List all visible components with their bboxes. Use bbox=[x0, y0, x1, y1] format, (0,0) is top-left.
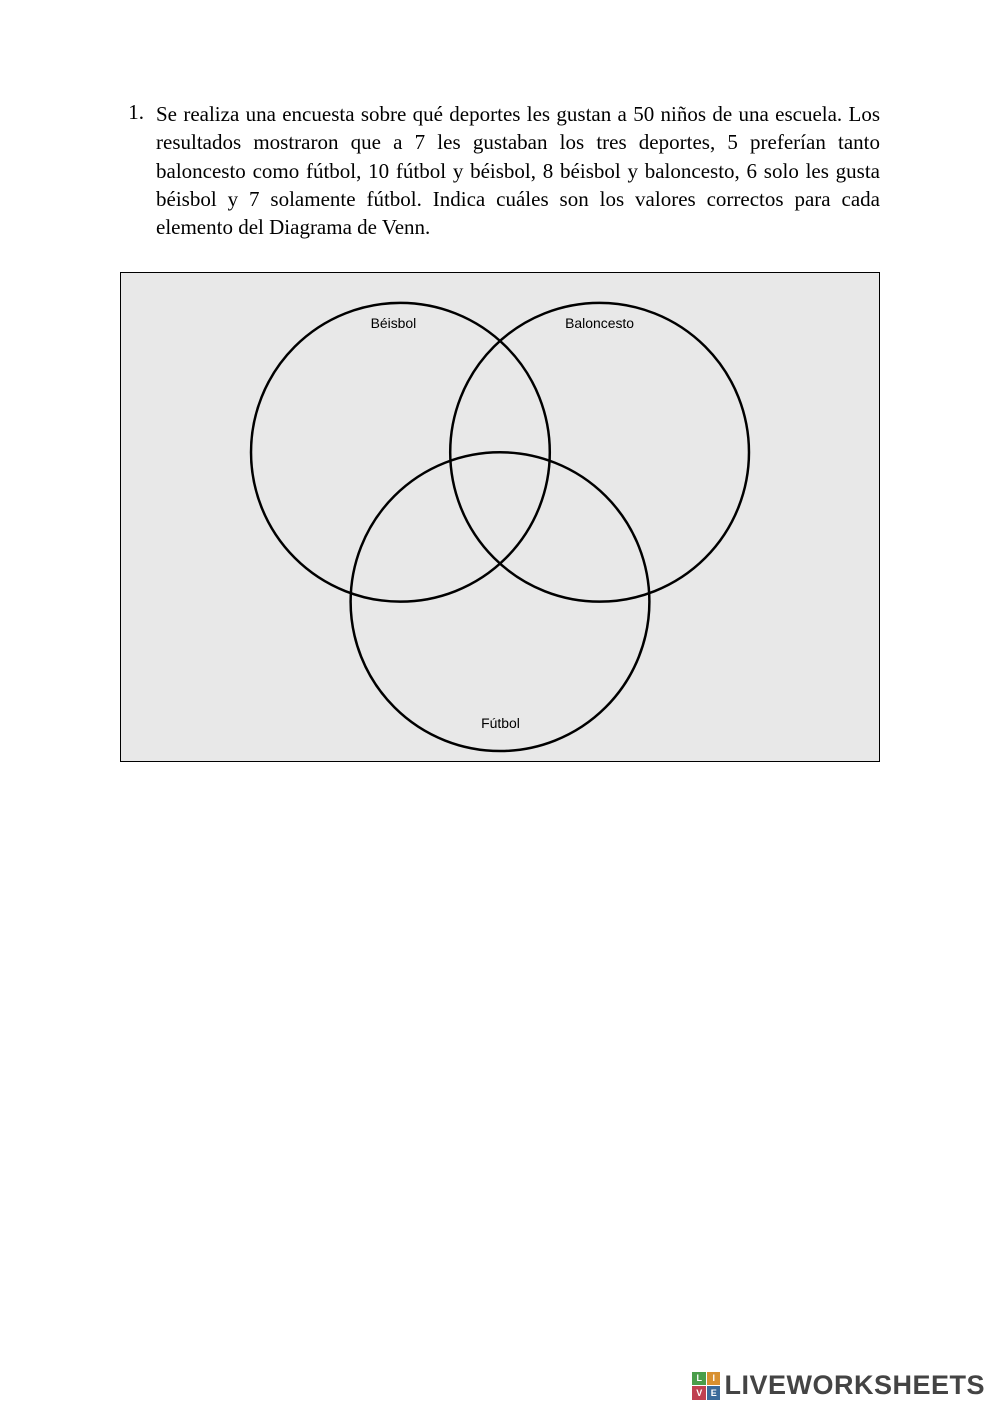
watermark-text: LIVEWORKSHEETS bbox=[724, 1370, 985, 1401]
question-container: 1. Se realiza una encuesta sobre qué dep… bbox=[120, 100, 880, 242]
logo-cell: E bbox=[707, 1386, 721, 1400]
venn-diagram: Béisbol Baloncesto Fútbol bbox=[121, 273, 879, 761]
venn-diagram-container: Béisbol Baloncesto Fútbol bbox=[120, 272, 880, 762]
logo-cell: L bbox=[692, 1372, 706, 1386]
watermark: L I V E LIVEWORKSHEETS bbox=[692, 1370, 985, 1401]
venn-label-beisbol: Béisbol bbox=[371, 314, 417, 330]
question-number: 1. bbox=[120, 100, 144, 125]
watermark-logo-icon: L I V E bbox=[692, 1372, 720, 1400]
venn-label-futbol: Fútbol bbox=[481, 715, 520, 731]
logo-cell: I bbox=[707, 1372, 721, 1386]
page-content: 1. Se realiza una encuesta sobre qué dep… bbox=[0, 0, 1000, 762]
venn-label-baloncesto: Baloncesto bbox=[565, 314, 634, 330]
question-text: Se realiza una encuesta sobre qué deport… bbox=[156, 100, 880, 242]
logo-cell: V bbox=[692, 1386, 706, 1400]
